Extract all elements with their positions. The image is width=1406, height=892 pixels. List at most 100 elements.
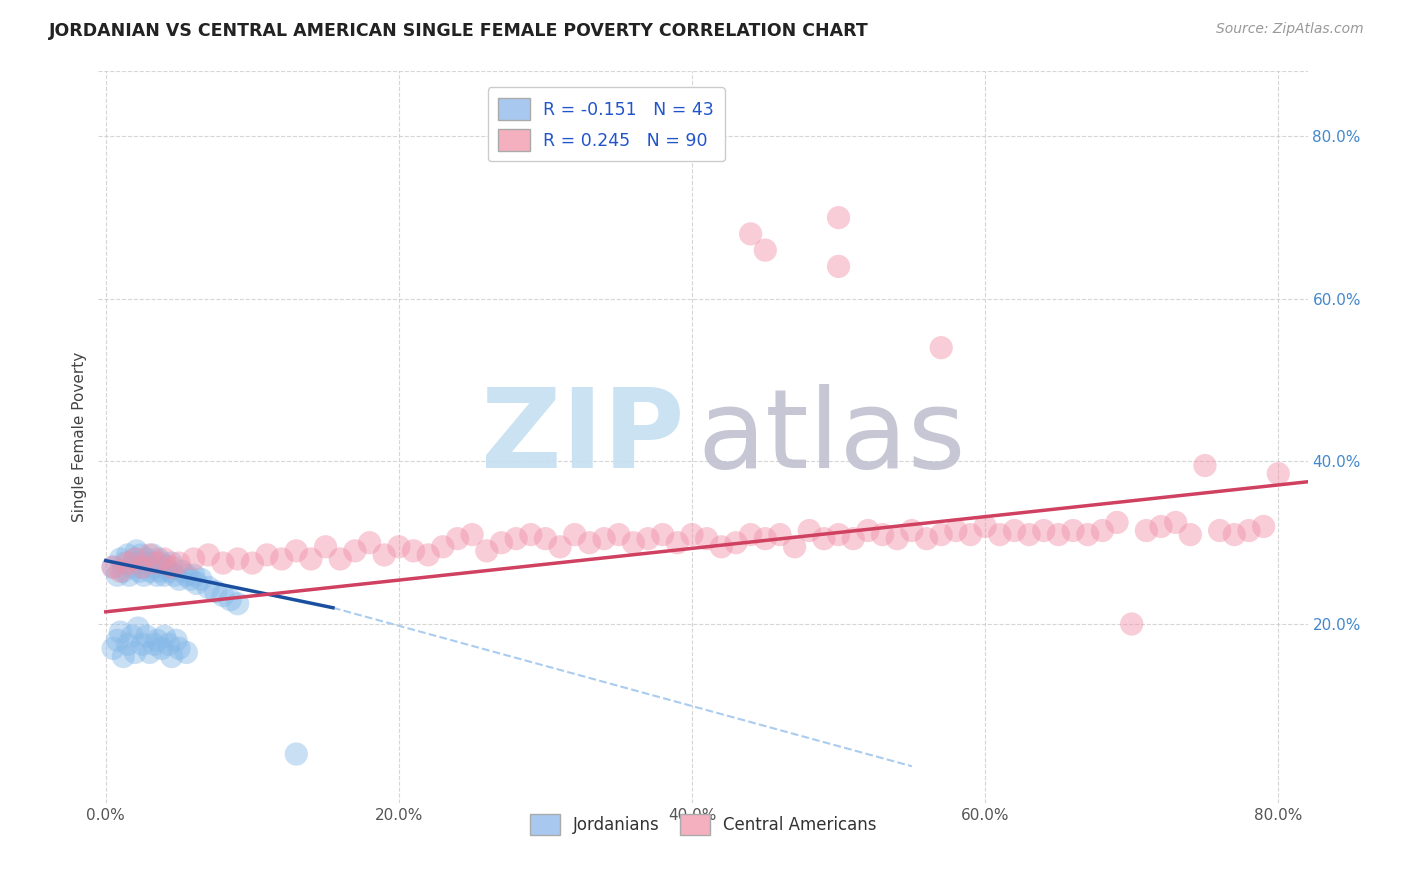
Point	[1032, 524, 1054, 538]
Point	[160, 649, 183, 664]
Point	[505, 532, 527, 546]
Point	[101, 641, 124, 656]
Point	[388, 540, 411, 554]
Point	[110, 564, 132, 578]
Point	[117, 548, 139, 562]
Point	[153, 552, 176, 566]
Text: Source: ZipAtlas.com: Source: ZipAtlas.com	[1216, 22, 1364, 37]
Point	[1194, 458, 1216, 473]
Point	[769, 527, 792, 541]
Point	[110, 625, 132, 640]
Point	[138, 548, 160, 562]
Point	[125, 544, 148, 558]
Point	[666, 535, 689, 549]
Point	[402, 544, 425, 558]
Point	[799, 524, 821, 538]
Point	[842, 532, 865, 546]
Point	[141, 556, 163, 570]
Point	[651, 527, 673, 541]
Point	[101, 560, 124, 574]
Point	[153, 629, 176, 643]
Point	[148, 552, 170, 566]
Point	[534, 532, 557, 546]
Point	[1208, 524, 1230, 538]
Point	[167, 641, 190, 656]
Legend: Jordanians, Central Americans: Jordanians, Central Americans	[523, 807, 883, 842]
Point	[124, 645, 146, 659]
Text: ZIP: ZIP	[481, 384, 685, 491]
Point	[872, 527, 894, 541]
Point	[107, 568, 129, 582]
Point	[132, 568, 155, 582]
Point	[157, 637, 180, 651]
Point	[1004, 524, 1026, 538]
Point	[131, 560, 153, 574]
Point	[212, 589, 235, 603]
Point	[285, 544, 308, 558]
Point	[142, 548, 165, 562]
Point	[117, 637, 139, 651]
Point	[285, 747, 308, 761]
Point	[167, 556, 190, 570]
Point	[256, 548, 278, 562]
Point	[1180, 527, 1202, 541]
Point	[432, 540, 454, 554]
Point	[886, 532, 908, 546]
Point	[827, 211, 849, 225]
Point	[901, 524, 924, 538]
Point	[696, 532, 718, 546]
Point	[183, 568, 205, 582]
Point	[204, 584, 226, 599]
Point	[118, 568, 141, 582]
Point	[226, 597, 249, 611]
Point	[475, 544, 498, 558]
Point	[1105, 516, 1128, 530]
Point	[146, 556, 169, 570]
Point	[1150, 519, 1173, 533]
Point	[127, 621, 149, 635]
Point	[124, 552, 146, 566]
Point	[446, 532, 468, 546]
Point	[163, 568, 186, 582]
Text: atlas: atlas	[697, 384, 966, 491]
Point	[1135, 524, 1157, 538]
Point	[212, 556, 235, 570]
Point	[124, 552, 146, 566]
Point	[1018, 527, 1040, 541]
Point	[754, 532, 776, 546]
Point	[813, 532, 835, 546]
Point	[128, 564, 150, 578]
Point	[183, 552, 205, 566]
Point	[155, 560, 177, 574]
Point	[240, 556, 263, 570]
Point	[134, 556, 156, 570]
Point	[127, 556, 149, 570]
Point	[131, 560, 153, 574]
Point	[1164, 516, 1187, 530]
Point	[929, 527, 952, 541]
Point	[153, 568, 176, 582]
Point	[167, 572, 190, 586]
Point	[121, 629, 143, 643]
Point	[856, 524, 879, 538]
Point	[959, 527, 981, 541]
Point	[1267, 467, 1289, 481]
Text: JORDANIAN VS CENTRAL AMERICAN SINGLE FEMALE POVERTY CORRELATION CHART: JORDANIAN VS CENTRAL AMERICAN SINGLE FEM…	[49, 22, 869, 40]
Point	[165, 633, 187, 648]
Point	[160, 560, 183, 574]
Point	[1062, 524, 1084, 538]
Point	[149, 564, 172, 578]
Point	[107, 633, 129, 648]
Point	[740, 227, 762, 241]
Point	[593, 532, 616, 546]
Point	[226, 552, 249, 566]
Point	[101, 560, 124, 574]
Point	[315, 540, 337, 554]
Point	[418, 548, 440, 562]
Point	[299, 552, 322, 566]
Point	[1091, 524, 1114, 538]
Point	[1047, 527, 1070, 541]
Point	[1237, 524, 1260, 538]
Point	[548, 540, 571, 554]
Point	[138, 564, 160, 578]
